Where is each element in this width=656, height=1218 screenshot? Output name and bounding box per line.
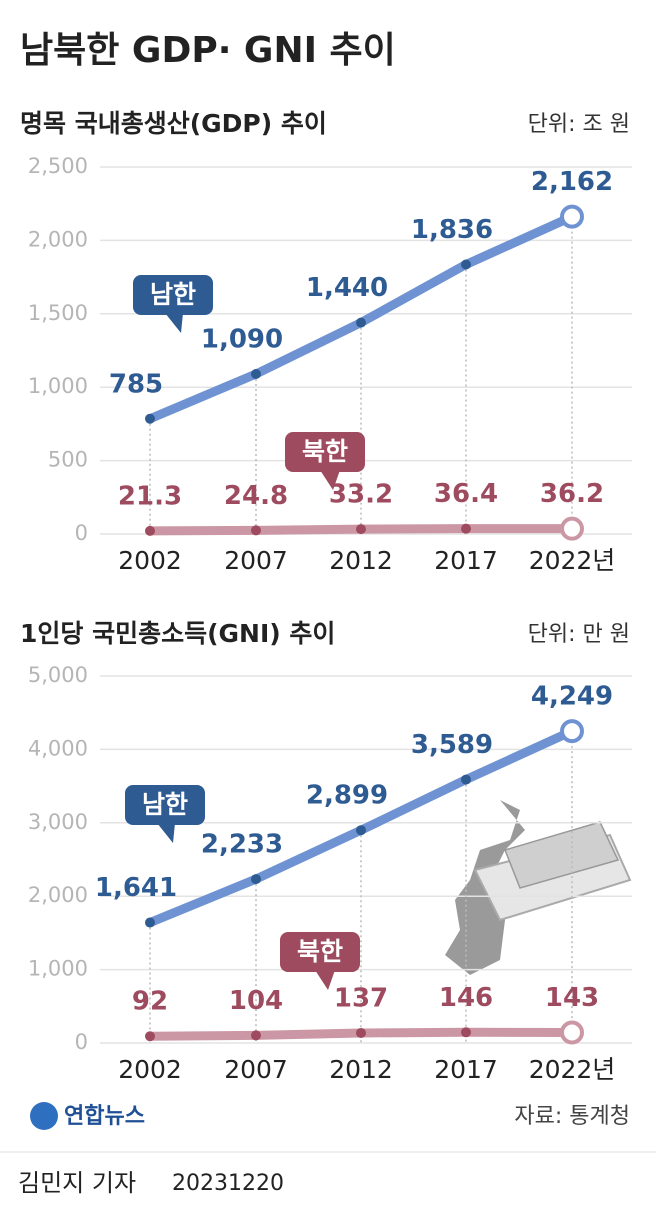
data-point: [461, 259, 471, 270]
x-tick-label: 2002: [118, 1055, 182, 1084]
legend-box: [280, 932, 360, 972]
data-point: [251, 1030, 261, 1041]
y-tick-label: 1,500: [28, 301, 88, 325]
y-tick-label: 4,000: [28, 736, 88, 760]
data-point: [461, 774, 471, 785]
chart-title: 명목 국내총생산(GDP) 추이: [20, 109, 327, 138]
value-label: 104: [229, 986, 283, 1016]
legend-label: 북한: [302, 437, 348, 466]
data-point: [560, 719, 584, 744]
legend-box: [125, 785, 205, 825]
value-label: 1,641: [95, 873, 177, 903]
page-title: 남북한 GDP· GNI 추이: [20, 30, 396, 71]
chart-title: 1인당 국민총소득(GNI) 추이: [20, 619, 335, 648]
y-tick-label: 2,500: [28, 154, 88, 178]
x-tick-label: 2007: [224, 546, 288, 575]
chart: 명목 국내총생산(GDP) 추이 단위: 조 원 0 500 1,000 1,500 2,0…: [20, 109, 632, 575]
y-tick-label: 2,000: [28, 883, 88, 907]
data-point: [145, 1031, 155, 1042]
data-point: [356, 1027, 366, 1038]
legend-box: [285, 432, 365, 472]
data-point: [145, 413, 155, 424]
value-label: 3,589: [411, 730, 493, 760]
chart: 1인당 국민총소득(GNI) 추이 단위: 만 원 0 1,000 2,000 3,000…: [20, 619, 632, 1084]
value-label: 146: [439, 983, 493, 1013]
legend-pointer: [157, 823, 175, 843]
value-label: 36.2: [540, 479, 604, 509]
date: 20231220: [172, 1171, 284, 1196]
data-point: [356, 317, 366, 328]
value-label: 1,090: [201, 324, 283, 354]
x-tick-label: 2017: [434, 546, 498, 575]
data-point: [461, 523, 471, 534]
value-label: 4,249: [531, 682, 613, 712]
y-tick-label: 3,000: [28, 810, 88, 834]
data-point: [461, 1027, 471, 1038]
data-point: [356, 524, 366, 535]
y-tick-label: 0: [75, 521, 88, 545]
data-point: [251, 525, 261, 536]
legend-pointer: [315, 970, 335, 990]
x-tick-label: 2002: [118, 546, 182, 575]
legend-label: 남한: [150, 280, 196, 309]
data-point: [145, 917, 155, 928]
value-label: 2,162: [531, 167, 613, 197]
value-label: 92: [132, 987, 168, 1017]
legend-label: 남한: [142, 790, 188, 819]
y-tick-label: 2,000: [28, 227, 88, 251]
value-label: 137: [334, 983, 388, 1013]
logo-mark: [30, 1102, 58, 1130]
x-tick-label: 2012: [329, 1055, 393, 1084]
y-tick-label: 5,000: [28, 663, 88, 687]
data-point: [251, 368, 261, 379]
data-point: [560, 1020, 584, 1045]
x-tick-label: 2012: [329, 546, 393, 575]
value-label: 21.3: [118, 481, 182, 511]
value-label: 36.4: [434, 479, 498, 509]
y-tick-label: 500: [48, 448, 88, 472]
x-tick-label: 2017: [434, 1055, 498, 1084]
value-label: 1,440: [306, 273, 388, 303]
legend-label: 북한: [297, 937, 343, 966]
money-bill: [504, 821, 620, 889]
y-tick-label: 0: [75, 1030, 88, 1054]
value-label: 24.8: [224, 481, 288, 511]
source: 자료: 통계청: [514, 1104, 630, 1129]
x-tick-label: 2022년: [529, 1055, 616, 1084]
x-tick-label: 2007: [224, 1055, 288, 1084]
value-label: 1,836: [411, 215, 493, 245]
data-point: [145, 525, 155, 536]
value-label: 2,233: [201, 830, 283, 860]
byline: 김민지 기자: [18, 1169, 136, 1197]
unit-label: 단위: 만 원: [528, 622, 630, 647]
logo-text: 연합뉴스: [64, 1103, 145, 1129]
value-label: 33.2: [329, 480, 393, 510]
logo: 연합뉴스: [30, 1102, 145, 1130]
legend-pointer: [320, 470, 340, 490]
legend-pointer: [165, 313, 183, 333]
data-point: [560, 204, 584, 229]
value-label: 2,899: [306, 781, 388, 811]
data-point: [356, 825, 366, 836]
legend-box: [133, 275, 213, 315]
x-tick-label: 2022년: [529, 546, 616, 575]
data-point: [251, 874, 261, 885]
map-illustration: [445, 800, 632, 975]
data-point: [560, 516, 584, 541]
y-tick-label: 1,000: [28, 957, 88, 981]
value-label: 143: [545, 983, 599, 1013]
unit-label: 단위: 조 원: [528, 112, 630, 137]
y-tick-label: 1,000: [28, 374, 88, 398]
value-label: 785: [109, 369, 163, 399]
